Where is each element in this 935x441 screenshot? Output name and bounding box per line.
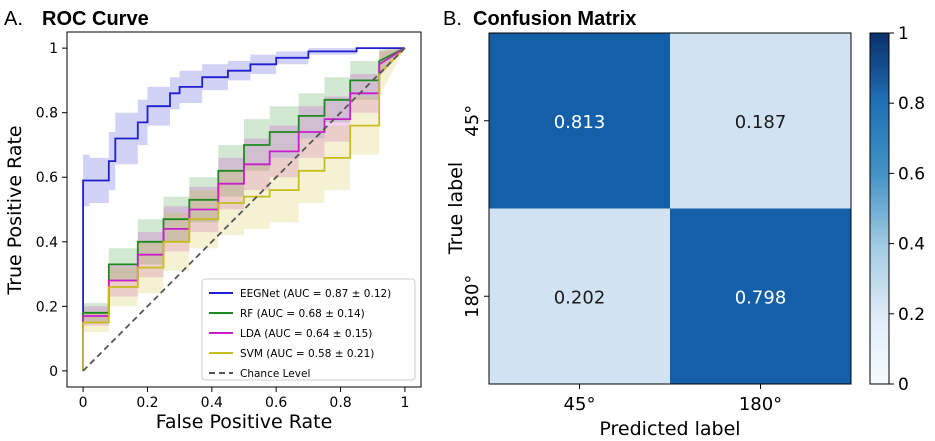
roc-y-tick-label: 0.4 [36,235,58,251]
colorbar-tick-label: 0 [898,375,909,395]
roc-panel: A. ROC Curve 0 0.2 0.4 0.6 0.8 1 0 0.2 0.4 0.6 0.… [4,8,422,433]
cm-y-tick-label: 180° [462,275,483,318]
roc-x-tick-label: 1 [400,395,409,411]
cm-cell [489,208,670,384]
roc-legend-items: EEGNet (AUC = 0.87 ± 0.12) RF (AUC = 0.68… [209,288,391,380]
roc-x-tick-label: 0.2 [136,395,158,411]
roc-x-ticks: 0 0.2 0.4 0.6 0.8 1 [79,387,409,411]
roc-x-axis-label: False Positive Rate [156,411,333,433]
colorbar-tick-label: 0.8 [898,94,925,114]
cm-x-tick-label: 45° [564,394,596,415]
cm-cell [670,33,851,209]
colorbar-gradient [869,32,890,385]
roc-panel-letter: A. [4,8,23,30]
cm-cell-value: 0.187 [735,112,787,133]
roc-axes-frame [66,31,422,388]
colorbar-tick-label: 0.6 [898,164,925,184]
chance-roc-line [82,47,406,372]
cm-cells: 0.813 0.187 0.202 0.798 [489,33,851,384]
roc-y-tick-label: 1 [49,41,58,57]
roc-y-axis-label: True Positive Rate [4,125,26,295]
chance-legend-label: Chance Level [240,368,310,380]
colorbar-tick-label: 0.2 [898,305,925,325]
cm-y-tick-label: 45° [462,105,483,137]
colorbar-tick-label: 1 [898,24,909,44]
roc-series-lines [82,47,406,372]
colorbar: 0 0.2 0.4 0.6 0.8 1 [869,24,925,395]
cm-axes-frame [488,32,852,385]
eegnet-legend-label: EEGNet (AUC = 0.87 ± 0.12) [240,288,391,300]
svm-confidence-band [83,48,405,371]
cm-cell-value: 0.813 [554,112,606,133]
roc-x-tick-label: 0.6 [265,395,287,411]
cm-x-axis-label: Predicted label [599,418,740,440]
eegnet-roc-line [82,47,405,371]
roc-x-tick-label: 0.8 [329,395,351,411]
cm-panel-letter: B. [443,8,462,30]
roc-y-tick-label: 0.8 [36,106,58,122]
cm-cell-value: 0.202 [554,287,606,308]
roc-title: ROC Curve [42,8,149,30]
roc-y-ticks: 0 0.2 0.4 0.6 0.8 1 [36,41,67,380]
svm-legend-label: SVM (AUC = 0.58 ± 0.21) [240,348,374,360]
cm-x-ticks: 45° 180° [564,384,782,415]
roc-y-tick-label: 0 [49,364,58,380]
cm-cell [489,33,670,209]
roc-y-tick-label: 0.6 [36,170,58,186]
cm-cell [670,208,851,384]
roc-x-tick-label: 0 [79,395,88,411]
cm-y-axis-label: True label [445,162,467,255]
cm-cell-value: 0.798 [735,287,787,308]
roc-x-tick-label: 0.4 [201,395,223,411]
roc-legend-box [201,278,416,381]
roc-legend: EEGNet (AUC = 0.87 ± 0.12) RF (AUC = 0.68… [201,278,416,381]
colorbar-ticks: 0 0.2 0.4 0.6 0.8 1 [889,24,925,395]
colorbar-tick-label: 0.4 [898,235,925,255]
cm-title: Confusion Matrix [473,8,636,30]
cm-y-ticks: 45° 180° [462,105,489,318]
confusion-panel: B. Confusion Matrix 0.813 0.187 0.202 0.798… [443,8,925,440]
roc-y-tick-label: 0.2 [36,299,58,315]
cm-x-tick-label: 180° [739,394,782,415]
lda-legend-label: LDA (AUC = 0.64 ± 0.15) [240,328,372,340]
svm-roc-line [82,47,406,371]
rf-legend-label: RF (AUC = 0.68 ± 0.14) [240,308,365,320]
